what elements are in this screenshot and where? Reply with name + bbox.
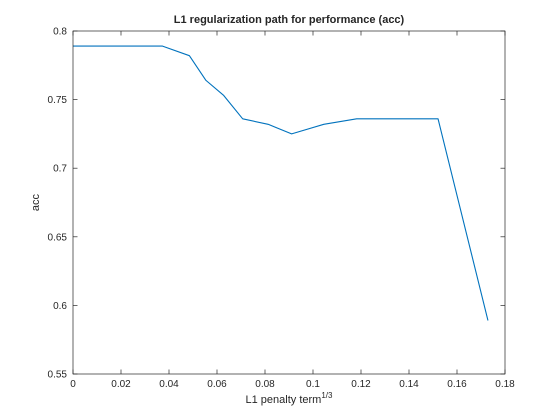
y-tick-label: 0.75 <box>48 95 68 106</box>
x-tick-label: 0.08 <box>255 379 275 390</box>
x-axis-label-superscript: 1/3 <box>321 391 333 400</box>
x-tick-label: 0.18 <box>495 379 515 390</box>
plot-area <box>73 31 505 374</box>
x-tick-label: 0 <box>70 379 76 390</box>
x-axis-label: L1 penalty term1/3 <box>246 391 334 406</box>
y-tick-label: 0.6 <box>53 301 67 312</box>
x-tick-label: 0.16 <box>447 379 467 390</box>
y-tick-label: 0.65 <box>48 232 68 243</box>
x-tick-label: 0.04 <box>159 379 179 390</box>
y-tick-label: 0.55 <box>48 370 68 381</box>
x-axis-label-text: L1 penalty term <box>246 394 322 406</box>
chart-title: L1 regularization path for performance (… <box>174 14 405 26</box>
x-tick-label: 0.06 <box>207 379 227 390</box>
x-tick-label: 0.12 <box>351 379 371 390</box>
y-tick-label: 0.7 <box>53 164 67 175</box>
y-tick-label: 0.8 <box>53 27 67 38</box>
y-axis-label: acc <box>30 193 42 211</box>
x-tick-label: 0.14 <box>399 379 419 390</box>
x-tick-label: 0.1 <box>306 379 320 390</box>
x-tick-label: 0.02 <box>111 379 131 390</box>
